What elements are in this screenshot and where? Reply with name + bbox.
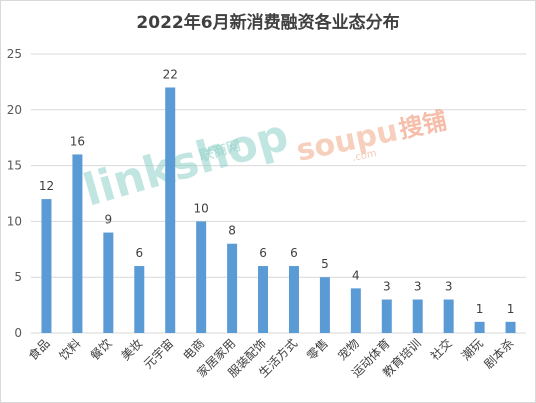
y-tick-label: 25 xyxy=(7,47,22,61)
bar-15 xyxy=(505,321,516,333)
x-category-label: 食品 xyxy=(25,336,53,364)
x-axis-categories: 食品 饮料 餐饮 美妆元宇宙 电商家居家用服装配饰生活方式 零售 宠物运动体育教育培训 社交潮… xyxy=(25,336,517,381)
bar-value-label: 9 xyxy=(105,213,113,227)
x-category-label: 社交 xyxy=(427,336,455,364)
bar-value-label: 3 xyxy=(383,280,391,294)
bar-10 xyxy=(350,288,361,333)
y-tick-label: 0 xyxy=(14,326,22,340)
bar-13 xyxy=(443,299,454,333)
bar-6 xyxy=(227,243,238,333)
y-tick-label: 15 xyxy=(7,159,22,173)
soupu-com-watermark: .com xyxy=(351,148,377,164)
bar-value-label: 1 xyxy=(476,302,484,316)
value-labels: 12 16 9 6 22 10 8 6 6 5 4 3 3 3 1 1 xyxy=(39,67,515,315)
bar-value-label: 12 xyxy=(39,179,54,193)
bar-8 xyxy=(288,266,299,333)
x-category-label: 剧本杀 xyxy=(481,336,517,372)
bar-value-label: 22 xyxy=(163,67,178,81)
bar-value-label: 6 xyxy=(290,246,298,260)
bar-value-label: 3 xyxy=(414,280,422,294)
bar-value-label: 1 xyxy=(507,302,515,316)
bar-value-label: 4 xyxy=(352,268,360,282)
bars xyxy=(41,87,516,333)
chart-title: 2022年6月新消费融资各业态分布 xyxy=(136,12,399,33)
gridlines xyxy=(31,53,526,334)
y-tick-label: 5 xyxy=(14,270,22,284)
bar-value-label: 10 xyxy=(194,201,209,215)
bar-7 xyxy=(258,266,269,333)
bar-14 xyxy=(474,321,485,333)
x-category-label: 饮料 xyxy=(57,336,84,363)
linkshop-watermark: linkshop xyxy=(78,110,294,217)
bar-4 xyxy=(165,87,176,333)
x-category-label: 元宇宙 xyxy=(140,336,176,372)
x-category-label: 宠物 xyxy=(334,336,362,364)
bar-2 xyxy=(103,232,114,333)
bar-value-label: 6 xyxy=(135,246,143,260)
x-category-label: 电商 xyxy=(180,336,208,364)
x-category-label: 餐饮 xyxy=(87,336,115,364)
soupu-watermark: soupu xyxy=(293,113,401,169)
bar-value-label: 16 xyxy=(70,134,85,148)
x-category-label: 零售 xyxy=(303,336,331,364)
bar-value-label: 5 xyxy=(321,257,329,271)
y-axis-ticks: 0 5 10 15 20 25 xyxy=(7,47,22,340)
x-category-label: 潮玩 xyxy=(458,336,486,364)
bar-value-label: 6 xyxy=(259,246,267,260)
bar-5 xyxy=(196,221,207,333)
bar-value-label: 8 xyxy=(228,224,236,238)
bar-9 xyxy=(319,277,330,333)
y-tick-label: 20 xyxy=(7,103,22,117)
bar-value-label: 3 xyxy=(445,280,453,294)
soupu-cn-watermark: 搜铺 xyxy=(396,107,449,144)
bar-11 xyxy=(381,299,392,333)
bar-1 xyxy=(72,154,83,333)
x-category-label: 美妆 xyxy=(119,336,146,363)
bar-12 xyxy=(412,299,423,333)
bar-0 xyxy=(41,199,52,333)
y-tick-label: 10 xyxy=(7,214,22,228)
bar-3 xyxy=(134,266,145,333)
watermark-group: linkshop 联商网 soupu 搜铺 .com xyxy=(78,107,449,217)
